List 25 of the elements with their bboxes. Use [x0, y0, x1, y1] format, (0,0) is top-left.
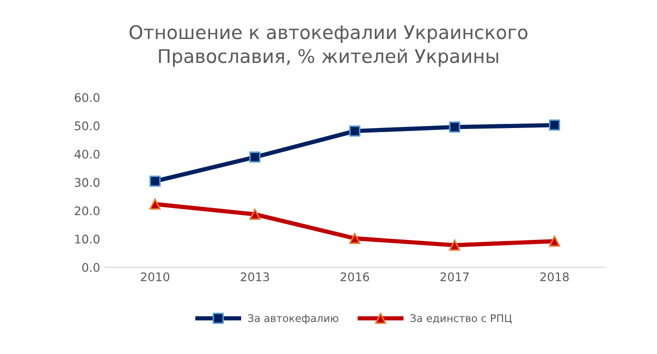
x-tick-label: 2018 — [540, 272, 569, 282]
x-tick-label: 2010 — [140, 272, 170, 282]
chart-title: Отношение к автокефалии Украинского Православия, % жителей Украины — [130, 25, 528, 67]
x-tick-label: 2013 — [240, 272, 269, 282]
y-tick-label: 40.0 — [74, 150, 100, 159]
point — [449, 240, 460, 251]
y-tick-label: 60.0 — [74, 93, 100, 102]
point — [249, 152, 260, 163]
legend-label: За единство с РПЦ — [410, 314, 512, 324]
y-tick-label: 50.0 — [74, 121, 100, 130]
x-tick-label: 2016 — [340, 272, 370, 282]
y-tick-label: 10.0 — [75, 234, 100, 244]
legend-label: За автокефалию — [248, 314, 338, 324]
y-tick-label: 20.0 — [74, 206, 100, 216]
x-tick-label: 2017 — [440, 272, 469, 282]
point — [349, 125, 360, 137]
point — [548, 236, 560, 247]
y-tick-label: 30.0 — [74, 178, 100, 187]
y-tick-label: 0.0 — [82, 262, 100, 272]
point — [449, 122, 460, 133]
point — [548, 120, 560, 131]
point — [149, 198, 161, 210]
point — [249, 208, 260, 220]
point — [349, 232, 360, 244]
point — [149, 176, 161, 187]
